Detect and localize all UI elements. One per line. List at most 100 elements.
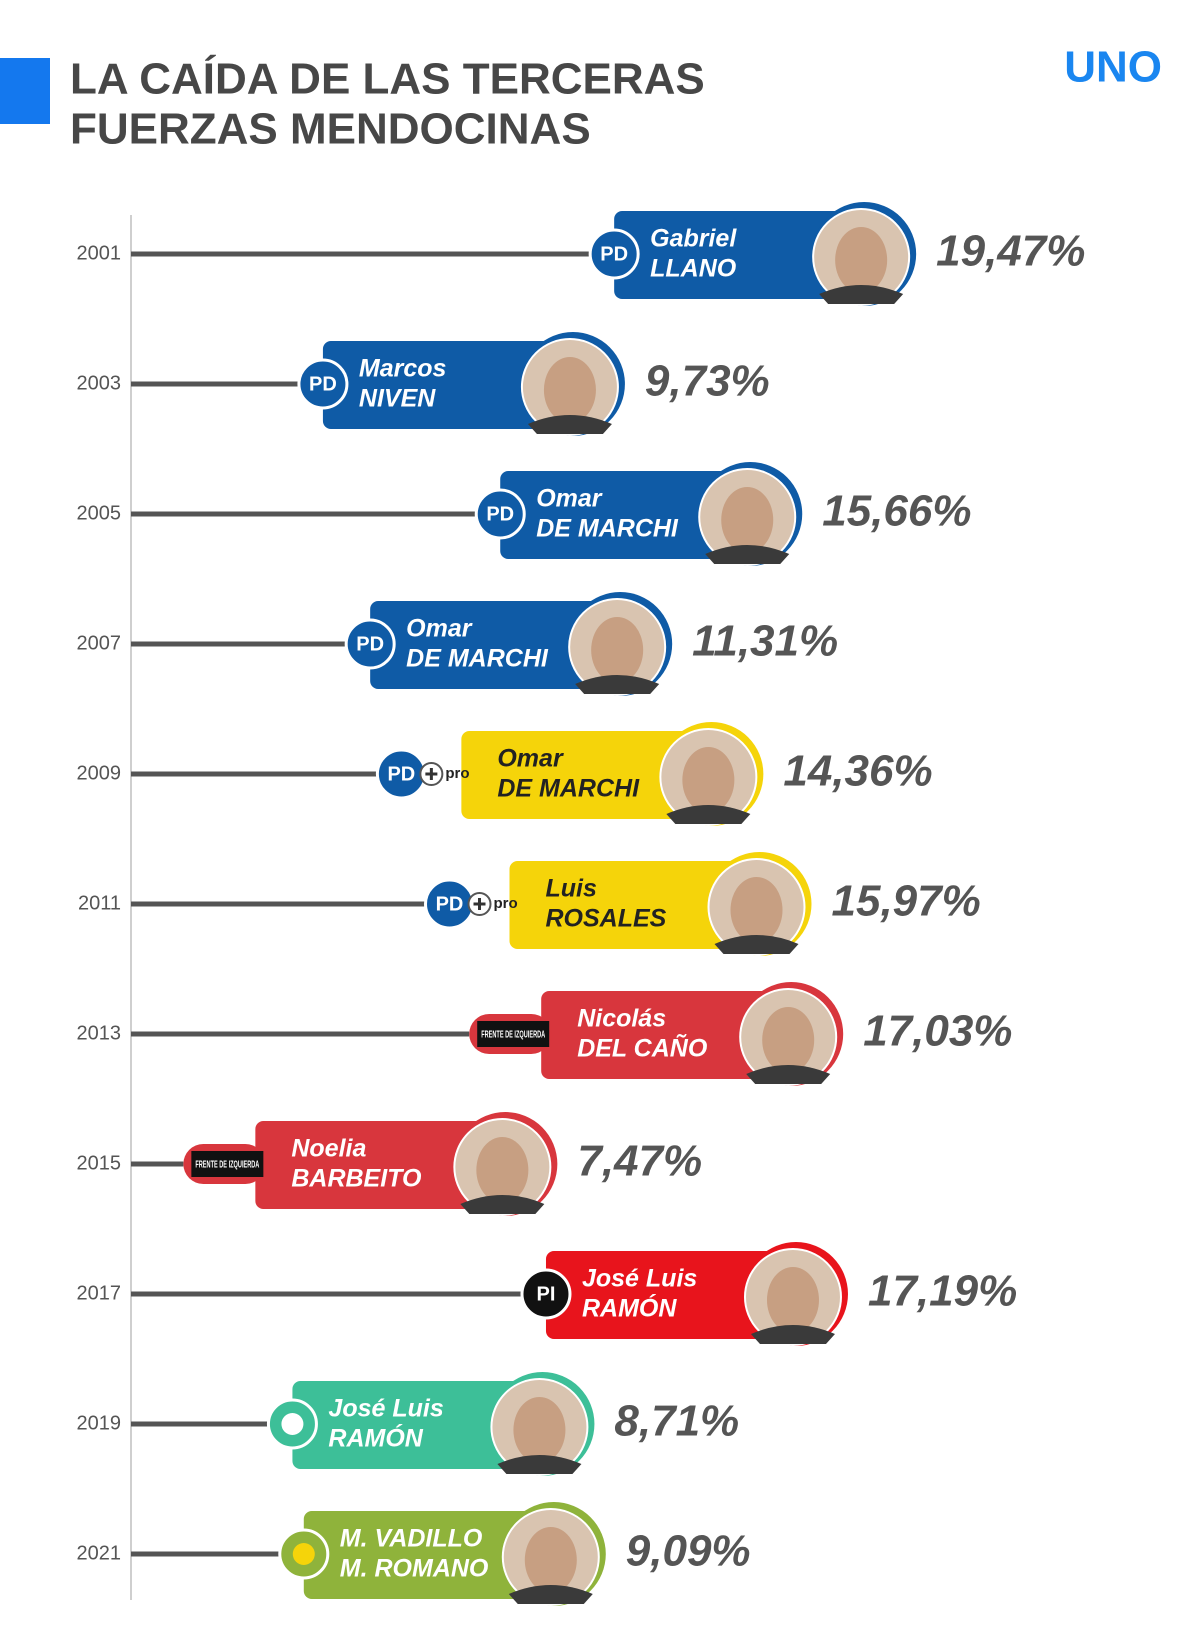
candidate-name: Marcos bbox=[359, 355, 447, 383]
photo-shoulders bbox=[575, 675, 660, 694]
party-logo bbox=[520, 1268, 572, 1320]
bar bbox=[292, 1381, 543, 1469]
party-logo bbox=[588, 228, 640, 280]
candidate-name: BARBEITO bbox=[291, 1165, 422, 1193]
title-accent bbox=[0, 58, 50, 124]
candidate-name: LLANO bbox=[650, 255, 737, 283]
year-label: 2017 bbox=[77, 1282, 122, 1304]
value-label: 17,19% bbox=[868, 1267, 1017, 1316]
photo-face bbox=[524, 1527, 577, 1593]
year-label: 2011 bbox=[78, 892, 121, 914]
title-line: FUERZAS MENDOCINAS bbox=[70, 105, 591, 154]
party-logo-text: PD bbox=[387, 763, 415, 785]
title-line: LA CAÍDA DE LAS TERCERAS bbox=[70, 54, 705, 104]
candidate-name: DE MARCHI bbox=[497, 775, 640, 803]
photo-shoulders bbox=[527, 415, 612, 434]
candidate-name: Noelia bbox=[291, 1135, 366, 1163]
photo-shoulders bbox=[714, 935, 799, 954]
bar bbox=[255, 1121, 506, 1209]
year-label: 2013 bbox=[77, 1022, 122, 1044]
candidate-name: Omar bbox=[406, 615, 473, 643]
candidate-name: ROSALES bbox=[546, 905, 667, 933]
photo-face bbox=[835, 227, 888, 293]
party-logo bbox=[297, 358, 349, 410]
bar bbox=[614, 211, 865, 299]
brand-logo: UNO bbox=[1064, 43, 1162, 92]
photo-face bbox=[762, 1007, 815, 1073]
candidate-name: Gabriel bbox=[650, 225, 737, 253]
photo-shoulders bbox=[819, 285, 904, 304]
party-logo-emblem bbox=[281, 1413, 304, 1435]
bar bbox=[541, 991, 792, 1079]
value-label: 15,66% bbox=[822, 487, 971, 536]
candidate-name: Omar bbox=[497, 745, 564, 773]
value-label: 7,47% bbox=[577, 1137, 702, 1186]
candidate-name: M. ROMANO bbox=[340, 1555, 489, 1583]
photo-face bbox=[543, 357, 596, 423]
party-logo-text: PD bbox=[436, 893, 464, 915]
plus-sign-cross bbox=[473, 898, 486, 910]
candidate-name: DE MARCHI bbox=[536, 515, 679, 543]
bar bbox=[322, 341, 573, 429]
candidate-name: Omar bbox=[536, 485, 603, 513]
party-badge-text: FRENTE DE IZQUIERDA bbox=[481, 1030, 545, 1041]
photo-face bbox=[721, 487, 774, 553]
year-label: 2001 bbox=[77, 242, 122, 264]
photo-shoulders bbox=[666, 805, 751, 824]
party-logo-text: PD bbox=[600, 243, 628, 265]
photo-shoulders bbox=[497, 1455, 582, 1474]
candidate-name: Nicolás bbox=[577, 1005, 666, 1033]
value-label: 14,36% bbox=[783, 747, 932, 796]
party-logo-emblem bbox=[292, 1543, 315, 1565]
year-label: 2009 bbox=[77, 762, 122, 784]
photo-face bbox=[682, 747, 735, 813]
photo-shoulders bbox=[705, 545, 790, 564]
value-label: 15,97% bbox=[832, 877, 981, 926]
value-label: 9,73% bbox=[645, 357, 770, 406]
year-label: 2007 bbox=[77, 632, 122, 654]
candidate-name: RAMÓN bbox=[328, 1424, 423, 1453]
candidate-name: RAMÓN bbox=[582, 1294, 677, 1323]
year-label: 2005 bbox=[77, 502, 122, 524]
party-tag: pro bbox=[445, 765, 469, 782]
candidate-name: M. VADILLO bbox=[340, 1525, 483, 1553]
party-logo-text: PD bbox=[309, 373, 337, 395]
photo-face bbox=[730, 877, 783, 943]
value-label: 17,03% bbox=[863, 1007, 1012, 1056]
party-tag: pro bbox=[494, 895, 518, 912]
photo-face bbox=[591, 617, 644, 683]
photo-shoulders bbox=[460, 1195, 545, 1214]
candidate-name: Luis bbox=[546, 875, 597, 903]
bar bbox=[509, 861, 760, 949]
value-label: 19,47% bbox=[936, 227, 1085, 276]
candidate-name: DE MARCHI bbox=[406, 645, 549, 673]
bar bbox=[461, 731, 712, 819]
year-label: 2003 bbox=[77, 372, 122, 394]
party-logo-text: PI bbox=[537, 1283, 556, 1305]
photo-shoulders bbox=[508, 1585, 593, 1604]
party-logo bbox=[474, 488, 526, 540]
value-label: 9,09% bbox=[626, 1527, 751, 1576]
party-logo-text: PD bbox=[356, 633, 384, 655]
year-label: 2021 bbox=[77, 1542, 122, 1564]
year-label: 2019 bbox=[77, 1412, 122, 1434]
photo-face bbox=[476, 1137, 529, 1203]
value-label: 8,71% bbox=[614, 1397, 739, 1446]
bar bbox=[370, 601, 621, 689]
photo-face bbox=[513, 1397, 566, 1463]
value-label: 11,31% bbox=[692, 617, 838, 666]
photo-shoulders bbox=[750, 1325, 835, 1344]
candidate-name: José Luis bbox=[328, 1395, 443, 1423]
candidate-name: NIVEN bbox=[359, 385, 436, 413]
bar bbox=[500, 471, 751, 559]
bar bbox=[303, 1511, 554, 1599]
photo-face bbox=[766, 1267, 819, 1333]
party-badge-text: FRENTE DE IZQUIERDA bbox=[195, 1160, 259, 1171]
party-logo-text: PD bbox=[486, 503, 514, 525]
plus-sign-cross bbox=[425, 768, 438, 780]
candidate-name: DEL CAÑO bbox=[577, 1033, 708, 1063]
year-label: 2015 bbox=[77, 1152, 122, 1174]
party-logo bbox=[344, 618, 396, 670]
